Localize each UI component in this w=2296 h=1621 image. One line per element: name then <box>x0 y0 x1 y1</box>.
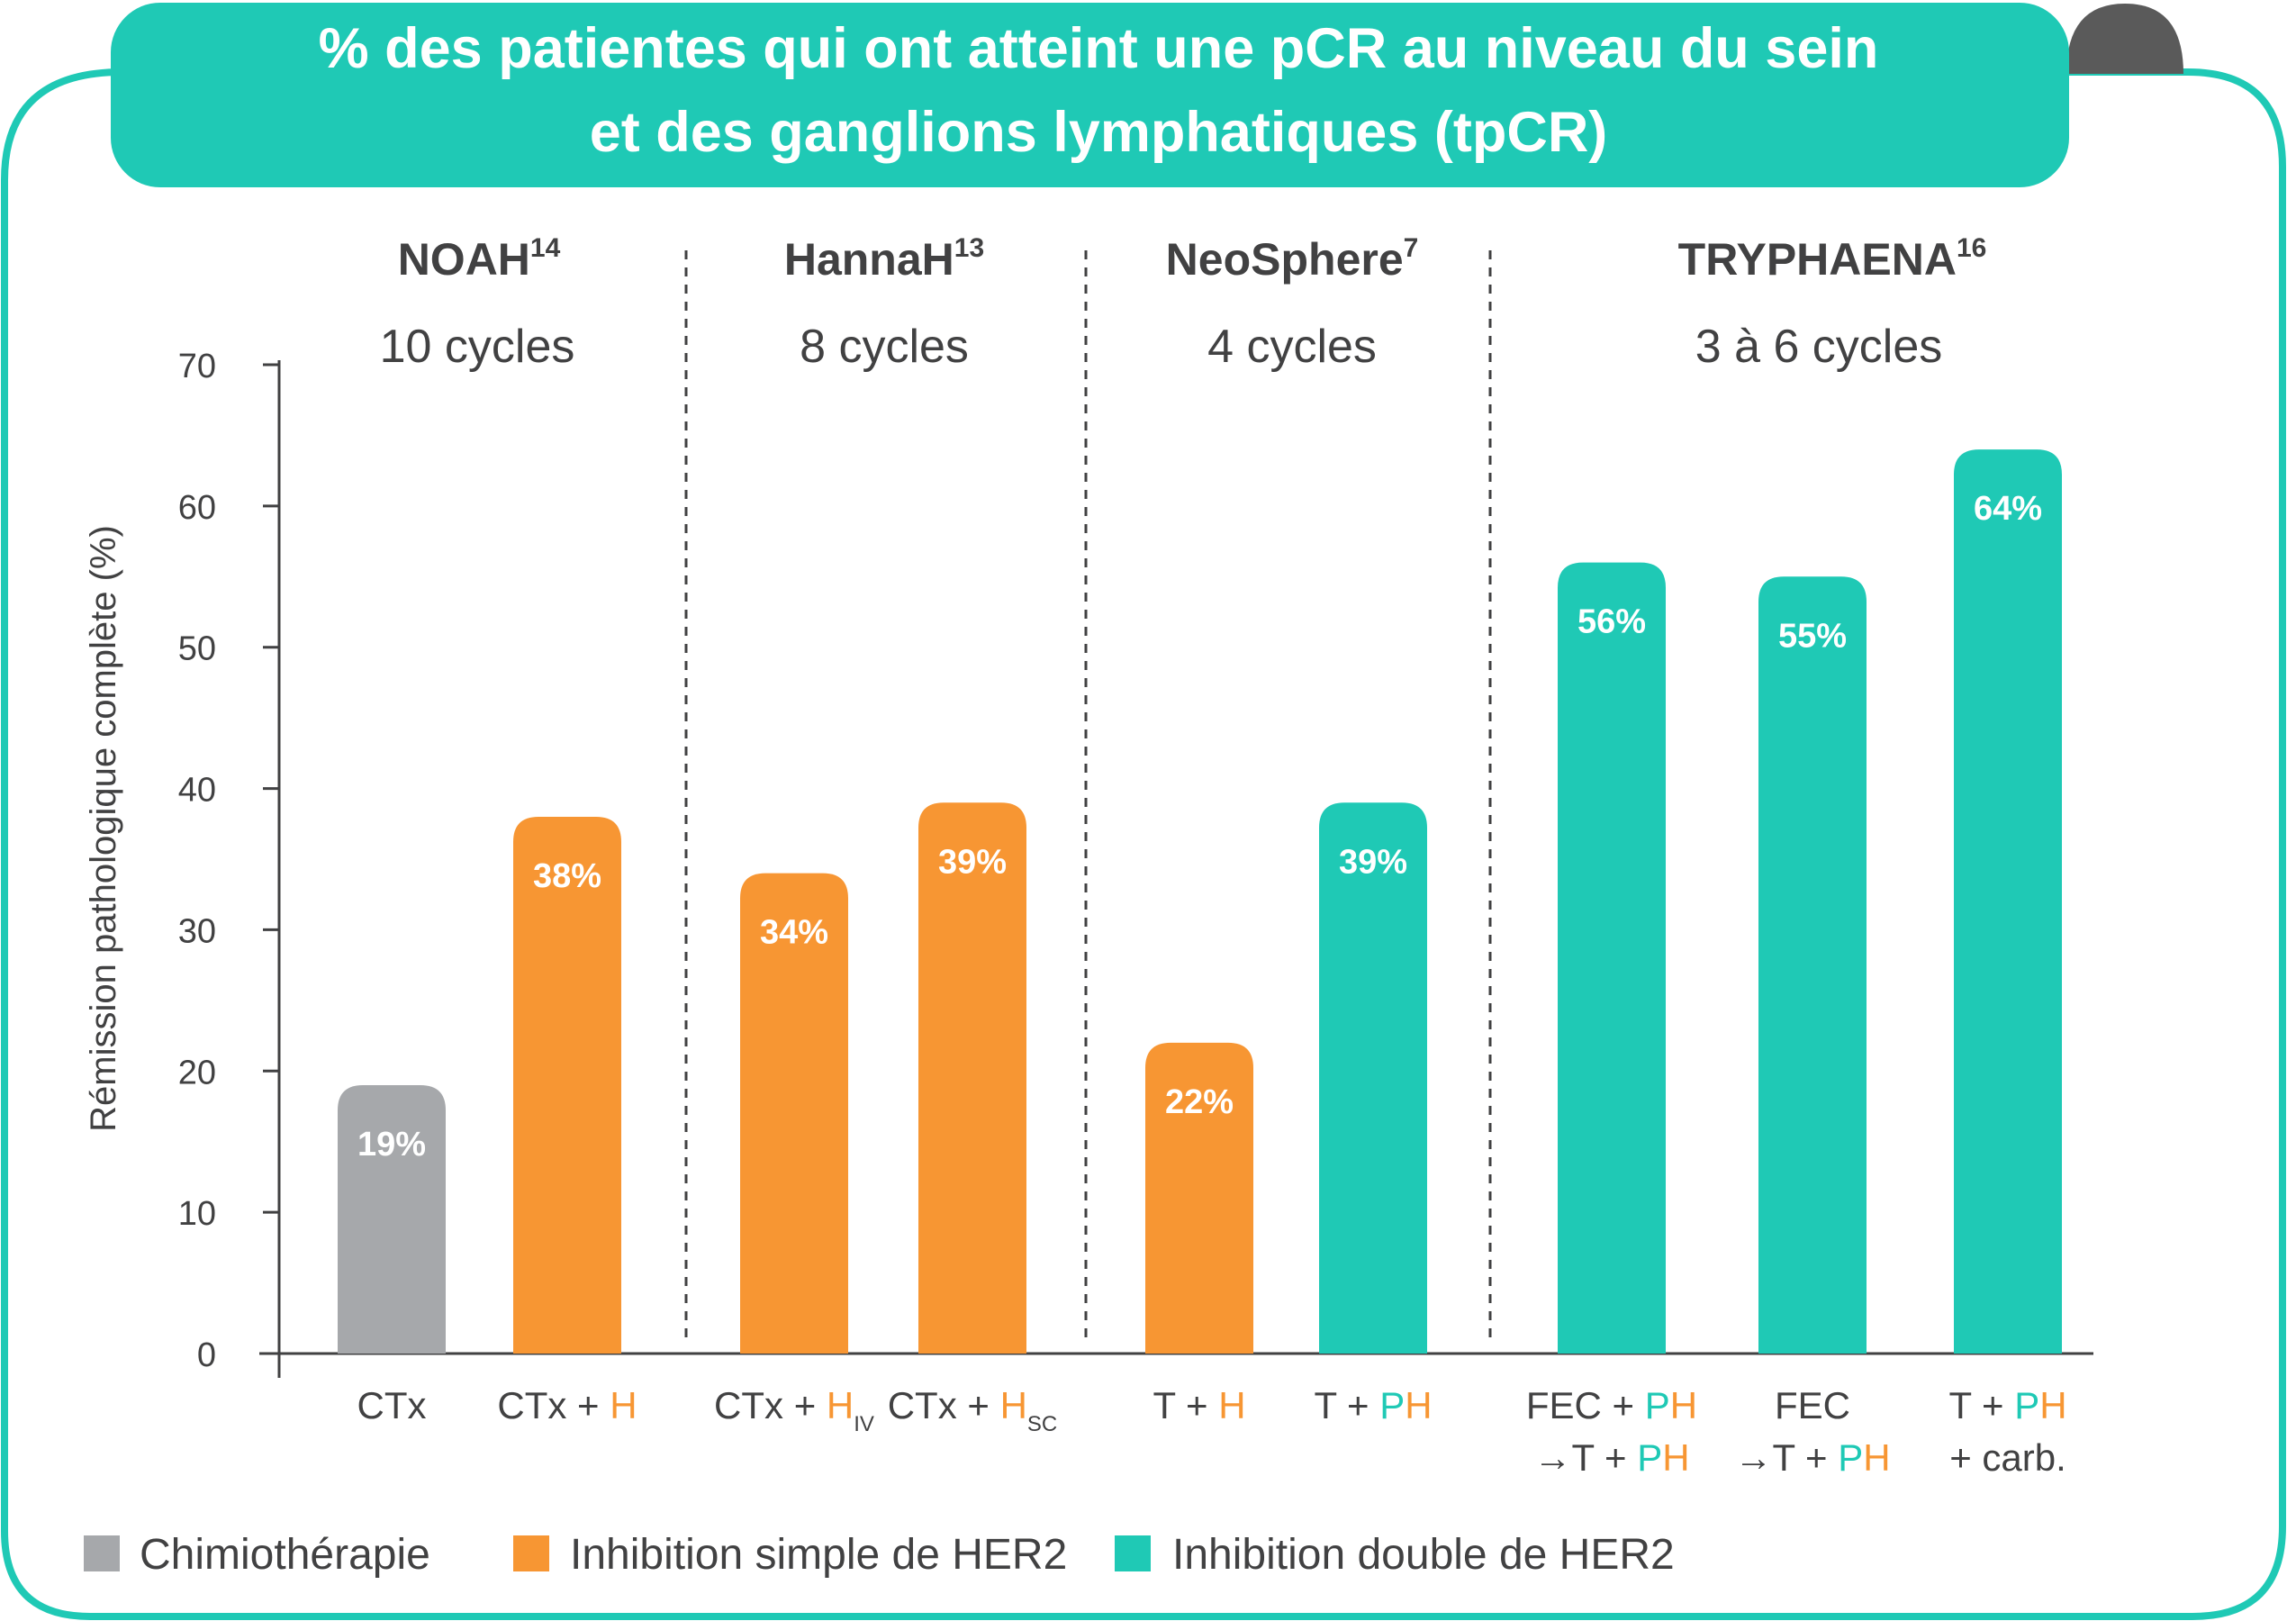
y-tick-label: 60 <box>178 489 216 527</box>
legend-label-chimiotherapie: Chimiothérapie <box>140 1531 430 1579</box>
y-tick-label: 70 <box>178 348 216 385</box>
bar-value-label: 22% <box>1165 1083 1234 1121</box>
study-cycles-hannah: 8 cycles <box>800 321 969 373</box>
study-cycles-noah: 10 cycles <box>380 321 575 373</box>
corner-tab <box>2066 4 2183 74</box>
study-name-noah: NOAH14 <box>398 233 561 285</box>
study-name-tryphaena: TRYPHAENA16 <box>1678 233 1987 285</box>
study-name-hannah: HannaH13 <box>784 233 984 285</box>
bar-4 <box>918 802 1026 1354</box>
bar-value-label: 64% <box>1974 490 2042 528</box>
y-tick-label: 40 <box>178 772 216 810</box>
frame-border <box>1 68 2286 1620</box>
study-cycles-tryphaena: 3 à 6 cycles <box>1695 321 1943 373</box>
study-headers: NOAH14 10 cycles HannaH13 8 cycles NeoSp… <box>380 233 1987 373</box>
study-cycles-neosphere: 4 cycles <box>1207 321 1377 373</box>
bar-1 <box>338 1084 446 1354</box>
chart-title-line1: % des patientes qui ont atteint une pCR … <box>319 17 1879 80</box>
bar-8 <box>1758 576 1867 1354</box>
y-tick-label: 50 <box>178 630 216 668</box>
category-label: →T + PH <box>1533 1436 1689 1479</box>
bar-6 <box>1319 802 1427 1354</box>
chart-title-line2: et des ganglions lymphatiques (tpCR) <box>590 101 1608 164</box>
category-label: CTx + HSC <box>888 1384 1058 1436</box>
legend-swatch-simple <box>513 1535 549 1571</box>
y-axis-label: Rémission pathologique complète (%) <box>84 525 123 1132</box>
bar-value-label: 19% <box>357 1126 426 1164</box>
bar-5 <box>1145 1042 1253 1354</box>
bar-7 <box>1558 562 1666 1354</box>
bar-value-label: 55% <box>1778 617 1847 655</box>
category-label: + carb. <box>1949 1436 2066 1479</box>
legend-swatch-double <box>1115 1535 1151 1571</box>
bars: 19% 38% 34% 39% 22% 39% 56% 55% 64% <box>338 449 2062 1354</box>
legend: Chimiothérapie Inhibition simple de HER2… <box>84 1531 1675 1579</box>
bar-value-label: 34% <box>760 914 828 952</box>
legend-swatch-chimiotherapie <box>84 1535 120 1571</box>
bar-value-label: 39% <box>938 843 1007 881</box>
category-label: FEC <box>1775 1384 1850 1426</box>
bar-3 <box>740 873 848 1354</box>
y-ticks: 0 10 20 30 40 50 60 70 <box>178 348 279 1374</box>
study-name-neosphere: NeoSphere7 <box>1166 233 1419 285</box>
bar-2 <box>513 816 621 1354</box>
category-label: T + H <box>1153 1384 1245 1426</box>
title-banner <box>111 3 2069 187</box>
y-tick-label: 20 <box>178 1054 216 1091</box>
category-labels: CTx CTx + H CTx + HIV CTx + HSC T + H T + PH F… <box>357 1384 2067 1479</box>
legend-label-double: Inhibition double de HER2 <box>1172 1531 1675 1579</box>
y-tick-label: 10 <box>178 1195 216 1233</box>
legend-label-simple: Inhibition simple de HER2 <box>570 1531 1067 1579</box>
bar-value-label: 56% <box>1577 603 1646 641</box>
category-label: CTx + H <box>497 1384 637 1426</box>
category-label: FEC + PH <box>1526 1384 1697 1426</box>
category-label: CTx <box>357 1384 427 1426</box>
category-label: T + PH <box>1314 1384 1432 1426</box>
category-label: T + PH <box>1948 1384 2066 1426</box>
bar-value-label: 39% <box>1339 843 1407 881</box>
y-tick-label: 30 <box>178 912 216 950</box>
y-tick-label: 0 <box>197 1336 216 1374</box>
bar-9 <box>1954 449 2062 1354</box>
category-label: →T + PH <box>1734 1436 1890 1479</box>
bar-value-label: 38% <box>533 857 601 895</box>
category-label: CTx + HIV <box>714 1384 874 1436</box>
